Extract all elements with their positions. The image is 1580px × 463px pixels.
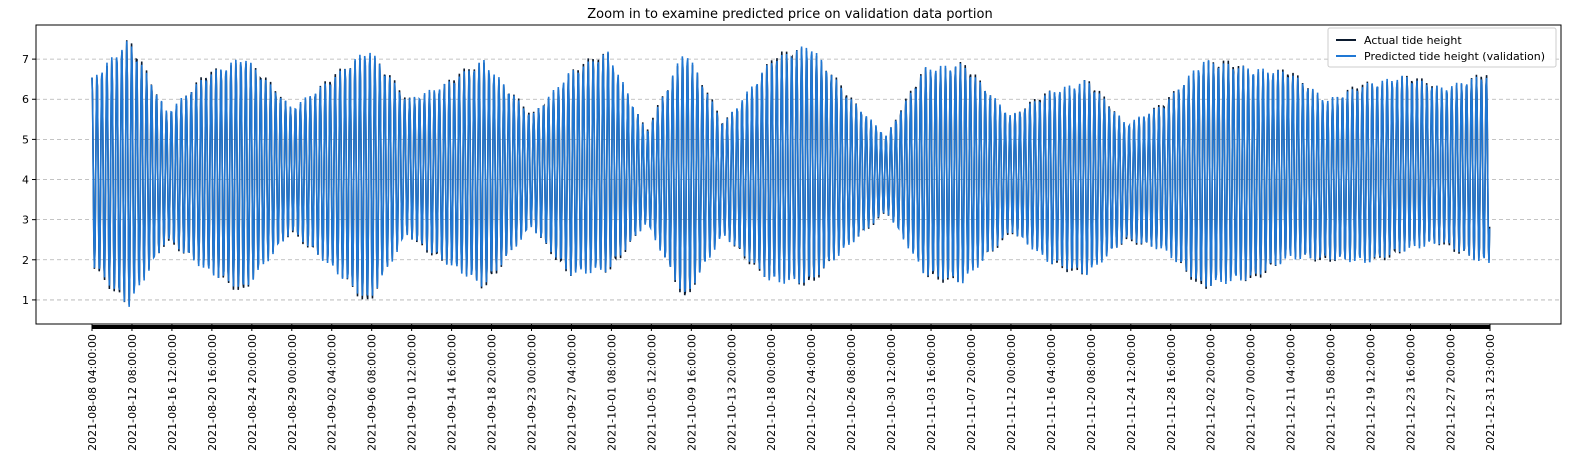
y-tick-label: 7 xyxy=(22,53,29,66)
plot-frame xyxy=(35,24,1562,325)
y-tick-label: 2 xyxy=(22,254,29,267)
x-tick-label: 2021-09-06 08:00:00 xyxy=(366,334,379,451)
x-tick-label: 2021-08-16 12:00:00 xyxy=(166,334,179,451)
legend-label-actual: Actual tide height xyxy=(1364,34,1462,47)
x-tick-label: 2021-11-28 16:00:00 xyxy=(1165,334,1178,451)
x-tick-label: 2021-08-29 00:00:00 xyxy=(286,334,299,451)
y-tick-label: 1 xyxy=(22,294,29,307)
x-tick-label: 2021-09-02 04:00:00 xyxy=(326,334,339,451)
x-tick-label: 2021-08-20 16:00:00 xyxy=(206,334,219,451)
x-tick-label: 2021-10-01 08:00:00 xyxy=(605,334,618,451)
x-tick-label: 2021-09-23 00:00:00 xyxy=(526,334,539,451)
x-tick-label: 2021-10-26 08:00:00 xyxy=(845,334,858,451)
x-tick-label: 2021-08-12 08:00:00 xyxy=(126,334,139,451)
y-tick-label: 5 xyxy=(22,133,29,146)
x-tick-label: 2021-10-13 20:00:00 xyxy=(725,334,738,451)
x-tick-label: 2021-10-05 12:00:00 xyxy=(645,334,658,451)
chart-title: Zoom in to examine predicted price on va… xyxy=(587,7,992,22)
x-tick-label: 2021-12-23 16:00:00 xyxy=(1405,334,1418,451)
x-tick-label: 2021-12-31 23:00:00 xyxy=(1484,334,1497,451)
legend-box xyxy=(1327,27,1557,68)
x-tick-label: 2021-10-30 12:00:00 xyxy=(885,334,898,451)
x-tick-label: 2021-10-18 00:00:00 xyxy=(765,334,778,451)
x-tick-label: 2021-12-19 12:00:00 xyxy=(1365,334,1378,451)
series-line-predicted xyxy=(91,41,1491,307)
x-tick-label: 2021-09-14 16:00:00 xyxy=(446,334,459,451)
x-tick-label: 2021-11-24 12:00:00 xyxy=(1125,334,1138,451)
x-tick-label: 2021-11-20 08:00:00 xyxy=(1085,334,1098,451)
x-tick-label: 2021-10-22 04:00:00 xyxy=(805,334,818,451)
x-tick-label: 2021-09-18 20:00:00 xyxy=(486,334,499,451)
x-tick-label: 2021-11-12 00:00:00 xyxy=(1005,334,1018,451)
x-tick-label: 2021-09-27 04:00:00 xyxy=(566,334,579,451)
x-tick-bar xyxy=(92,325,1490,329)
y-tick-label: 6 xyxy=(22,93,29,106)
x-tick-label: 2021-12-02 20:00:00 xyxy=(1205,334,1218,451)
x-tick-label: 2021-08-24 20:00:00 xyxy=(246,334,259,451)
y-tick-label: 4 xyxy=(22,174,29,187)
x-tick-label: 2021-10-09 16:00:00 xyxy=(685,334,698,451)
x-tick-label: 2021-11-03 16:00:00 xyxy=(925,334,938,451)
x-tick-label: 2021-11-07 20:00:00 xyxy=(965,334,978,451)
x-tick-label: 2021-12-15 08:00:00 xyxy=(1325,334,1338,451)
x-tick-label: 2021-09-10 12:00:00 xyxy=(406,334,419,451)
legend-label-predicted: Predicted tide height (validation) xyxy=(1364,50,1545,63)
x-tick-label: 2021-12-27 20:00:00 xyxy=(1444,334,1457,451)
x-tick-label: 2021-12-07 00:00:00 xyxy=(1245,334,1258,451)
x-tick-label: 2021-12-11 04:00:00 xyxy=(1285,334,1298,451)
x-tick-label: 2021-11-16 04:00:00 xyxy=(1045,334,1058,451)
y-tick-label: 3 xyxy=(22,214,29,227)
x-tick-label: 2021-08-08 04:00:00 xyxy=(86,334,99,451)
legend: Actual tide height Predicted tide height… xyxy=(1327,27,1557,68)
